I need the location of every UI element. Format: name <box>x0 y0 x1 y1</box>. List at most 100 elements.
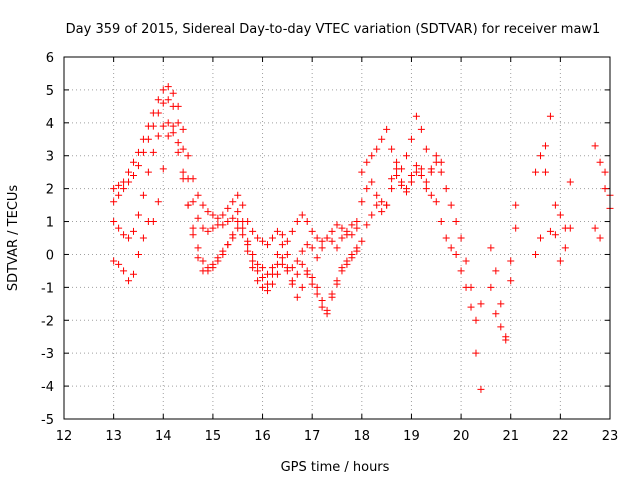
data-point <box>139 148 147 156</box>
x-tick-label: 12 <box>56 429 73 444</box>
data-point <box>189 198 197 206</box>
data-point <box>442 234 450 242</box>
data-point <box>179 125 187 133</box>
data-point <box>437 158 445 166</box>
x-tick-label: 14 <box>155 429 172 444</box>
series-track-b <box>110 96 361 278</box>
data-point <box>492 310 500 318</box>
data-point <box>149 218 157 226</box>
data-point <box>174 139 182 147</box>
data-point <box>154 132 162 140</box>
data-point <box>368 178 376 186</box>
data-point <box>189 224 197 232</box>
data-point <box>601 168 609 176</box>
series-track-k <box>532 168 574 265</box>
x-tick-label: 20 <box>453 429 470 444</box>
data-point <box>164 119 172 127</box>
data-point <box>298 247 306 255</box>
data-point <box>546 227 554 235</box>
data-point <box>159 165 167 173</box>
data-point <box>199 201 207 209</box>
data-point <box>412 168 420 176</box>
data-point <box>373 201 381 209</box>
data-point <box>566 178 574 186</box>
data-point <box>264 287 272 295</box>
data-point <box>457 234 465 242</box>
data-point <box>229 231 237 239</box>
data-point <box>134 250 142 258</box>
x-tick-label: 23 <box>602 429 619 444</box>
data-point <box>561 244 569 252</box>
series-track-d <box>110 122 361 314</box>
data-point <box>601 185 609 193</box>
data-point <box>393 171 401 179</box>
data-point <box>169 89 177 97</box>
y-tick-label: -3 <box>41 347 54 362</box>
data-point <box>214 257 222 265</box>
data-point <box>417 125 425 133</box>
data-point <box>541 168 549 176</box>
data-point <box>204 267 212 275</box>
data-point <box>497 300 505 308</box>
data-point <box>298 283 306 291</box>
data-point <box>149 148 157 156</box>
data-point <box>457 267 465 275</box>
data-point <box>204 208 212 216</box>
data-point <box>477 300 485 308</box>
data-point <box>179 175 187 183</box>
data-point <box>214 214 222 222</box>
data-point <box>333 277 341 285</box>
data-point <box>164 83 172 91</box>
data-point <box>169 129 177 137</box>
data-point <box>125 234 133 242</box>
data-point <box>293 218 301 226</box>
data-point <box>125 178 133 186</box>
data-point <box>288 227 296 235</box>
x-tick-label: 15 <box>205 429 222 444</box>
data-point <box>383 201 391 209</box>
y-tick-label: -5 <box>41 413 54 428</box>
data-point <box>402 188 410 196</box>
x-tick-label: 22 <box>552 429 569 444</box>
data-point <box>278 231 286 239</box>
data-point <box>318 244 326 252</box>
data-point <box>110 257 118 265</box>
data-point <box>120 185 128 193</box>
chart-title: Day 359 of 2015, Sidereal Day-to-day VTE… <box>66 22 601 37</box>
y-tick-label: 0 <box>46 248 54 263</box>
data-point <box>407 171 415 179</box>
data-point <box>293 270 301 278</box>
data-point <box>338 264 346 272</box>
data-point <box>144 135 152 143</box>
tick-labels: 12 13 14 15 16 17 18 19 20 21 22 23-5-4-3-2-1012345… <box>41 51 618 444</box>
data-points <box>110 83 614 393</box>
series-track-e <box>358 112 485 324</box>
data-point <box>398 181 406 189</box>
data-point <box>115 224 123 232</box>
data-point <box>134 162 142 170</box>
data-point <box>264 241 272 249</box>
x-tick-label: 17 <box>304 429 321 444</box>
data-point <box>259 273 267 281</box>
data-point <box>283 237 291 245</box>
data-point <box>507 257 515 265</box>
data-point <box>154 96 162 104</box>
data-point <box>373 145 381 153</box>
data-point <box>199 257 207 265</box>
data-point <box>149 122 157 130</box>
data-point <box>129 158 137 166</box>
data-point <box>353 247 361 255</box>
data-point <box>507 277 515 285</box>
data-point <box>264 280 272 288</box>
data-point <box>556 257 564 265</box>
data-point <box>368 152 376 160</box>
data-point <box>472 349 480 357</box>
data-point <box>551 201 559 209</box>
data-point <box>472 316 480 324</box>
x-tick-label: 21 <box>502 429 519 444</box>
data-point <box>254 260 262 268</box>
data-point <box>254 267 262 275</box>
data-point <box>427 165 435 173</box>
y-tick-label: -4 <box>41 380 54 395</box>
x-tick-label: 13 <box>105 429 122 444</box>
